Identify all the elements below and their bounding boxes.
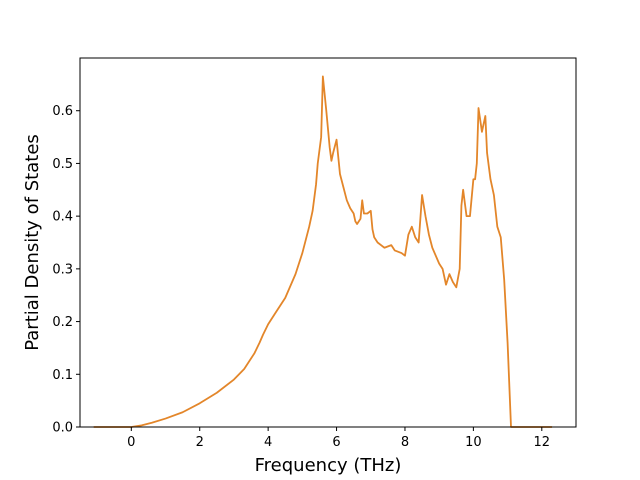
- x-axis-ticks: 0 2 4 6 8 10 12: [127, 427, 550, 450]
- x-tick-label: 4: [264, 435, 272, 450]
- x-tick-label: 10: [465, 435, 482, 450]
- y-tick-label: 0.6: [52, 104, 73, 119]
- y-tick-label: 0.1: [52, 368, 73, 383]
- x-tick-label: 2: [196, 435, 204, 450]
- y-axis-ticks: 0.0 0.1 0.2 0.3 0.4 0.5 0.6: [52, 104, 80, 436]
- x-tick-label: 0: [127, 435, 135, 450]
- pdos-series-line-0: [93, 75, 553, 428]
- x-tick-label: 6: [332, 435, 340, 450]
- y-tick-label: 0.2: [52, 315, 73, 330]
- y-tick-label: 0.3: [52, 262, 73, 277]
- y-tick-label: 0.5: [52, 157, 73, 172]
- plot-area: [93, 75, 553, 428]
- x-axis-label: Frequency (THz): [255, 455, 402, 476]
- x-tick-label: 8: [401, 435, 409, 450]
- y-tick-label: 0.0: [52, 421, 73, 436]
- y-axis-label: Partial Density of States: [22, 134, 43, 351]
- y-tick-label: 0.4: [52, 210, 73, 225]
- axes-frame: [79, 57, 577, 428]
- x-tick-label: 12: [534, 435, 551, 450]
